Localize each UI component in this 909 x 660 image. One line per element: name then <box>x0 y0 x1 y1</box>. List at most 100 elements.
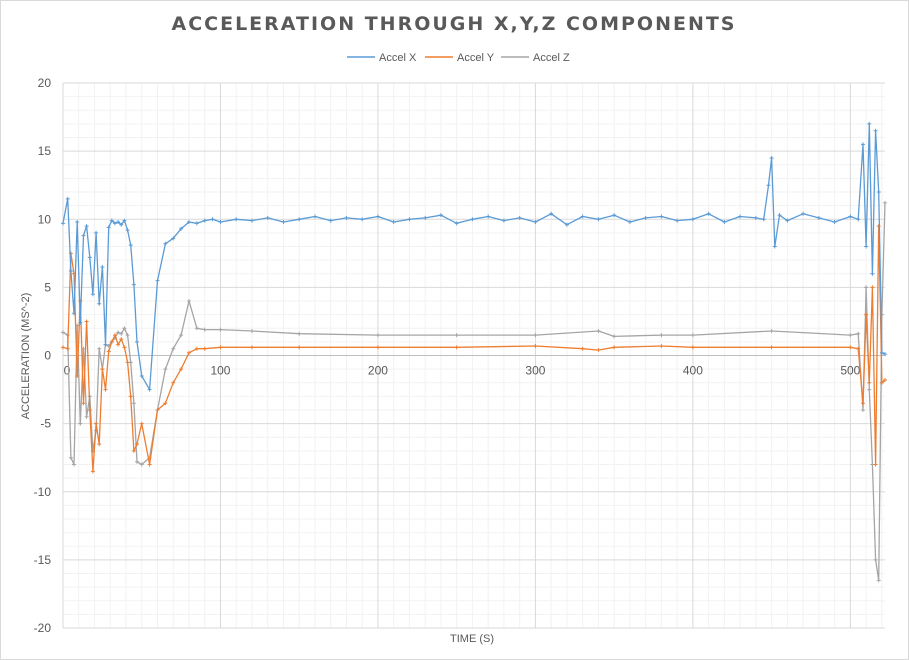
data-point-accel-x <box>297 217 302 222</box>
data-point-accel-x <box>438 213 443 218</box>
data-point-accel-x <box>375 214 380 219</box>
data-point-accel-z <box>612 334 617 339</box>
legend: Accel X Accel Y Accel Z <box>347 52 570 64</box>
data-point-accel-y <box>860 401 865 406</box>
chart-title: ACCELERATION THROUGH X,Y,Z COMPONENTS <box>172 13 737 35</box>
data-point-accel-x <box>470 217 475 222</box>
series-layer <box>61 121 887 583</box>
data-point-accel-y <box>128 394 133 399</box>
data-point-accel-x <box>131 282 136 287</box>
data-point-accel-z <box>533 333 538 338</box>
data-point-accel-x <box>486 214 491 219</box>
data-point-accel-z <box>72 462 77 467</box>
x-axis-title: TIME (S) <box>450 633 494 645</box>
legend-label-accel-y: Accel Y <box>457 52 495 64</box>
data-point-accel-x <box>454 221 459 226</box>
data-point-accel-z <box>690 333 695 338</box>
data-point-accel-y <box>135 442 140 447</box>
data-point-accel-x <box>612 213 617 218</box>
data-point-accel-x <box>864 244 869 249</box>
data-point-accel-z <box>78 421 83 426</box>
data-point-accel-x <box>234 217 239 222</box>
data-point-accel-x <box>128 243 133 248</box>
data-point-accel-x <box>423 215 428 220</box>
data-point-accel-z <box>375 333 380 338</box>
x-axis-ticks: 0 100 200 300 400 500 <box>64 364 861 378</box>
data-point-accel-x <box>103 342 108 347</box>
data-point-accel-y <box>139 421 144 426</box>
data-point-accel-x <box>186 219 191 224</box>
data-point-accel-x <box>210 217 215 222</box>
data-point-accel-z <box>202 327 207 332</box>
y-tick-label: 20 <box>38 76 52 90</box>
data-point-accel-x <box>501 218 506 223</box>
data-point-accel-x <box>171 236 176 241</box>
data-point-accel-y <box>90 469 95 474</box>
data-point-accel-y <box>163 401 168 406</box>
data-point-accel-x <box>772 244 777 249</box>
data-point-accel-x <box>194 221 199 226</box>
data-point-accel-x <box>68 269 73 274</box>
data-point-accel-x <box>125 228 130 233</box>
data-point-accel-x <box>249 218 254 223</box>
data-point-accel-x <box>147 387 152 392</box>
series-line-accel-z <box>62 202 886 581</box>
data-point-accel-y <box>848 345 853 350</box>
y-tick-label: 0 <box>44 349 51 363</box>
data-point-accel-x <box>879 350 884 355</box>
data-point-accel-z <box>883 200 887 205</box>
x-tick-label: 400 <box>683 364 703 378</box>
data-point-accel-z <box>867 387 872 392</box>
data-point-accel-x <box>106 225 111 230</box>
data-point-accel-z <box>194 326 199 331</box>
data-point-accel-x <box>580 214 585 219</box>
data-point-accel-x <box>87 255 92 260</box>
x-tick-label: 500 <box>840 364 860 378</box>
data-point-accel-x <box>119 222 124 227</box>
data-point-accel-y <box>97 442 102 447</box>
data-point-accel-y <box>171 380 176 385</box>
data-point-accel-x <box>856 217 861 222</box>
data-point-accel-x <box>78 320 83 325</box>
data-point-accel-x <box>675 218 680 223</box>
data-point-accel-z <box>179 333 184 338</box>
y-tick-label: 5 <box>44 280 51 294</box>
data-point-accel-z <box>856 331 861 336</box>
data-point-accel-y <box>147 462 152 467</box>
y-tick-label: 15 <box>38 144 52 158</box>
data-point-accel-y <box>596 348 601 353</box>
data-point-accel-z <box>848 333 853 338</box>
data-point-accel-y <box>856 346 861 351</box>
data-point-accel-x <box>328 218 333 223</box>
data-point-accel-x <box>407 217 412 222</box>
data-point-accel-x <box>627 219 632 224</box>
legend-item-accel-y: Accel Y <box>425 52 495 64</box>
data-point-accel-y <box>297 345 302 350</box>
series-line-accel-y <box>62 225 886 472</box>
data-point-accel-z <box>171 346 176 351</box>
data-point-accel-y <box>194 346 199 351</box>
y-tick-label: -5 <box>40 417 51 431</box>
data-point-accel-x <box>517 215 522 220</box>
data-point-accel-x <box>832 219 837 224</box>
data-point-accel-z <box>860 408 865 412</box>
data-point-accel-x <box>344 215 349 220</box>
data-point-accel-y <box>122 345 127 350</box>
series-line-accel-x <box>62 123 886 391</box>
data-point-accel-x <box>873 128 878 133</box>
data-point-accel-x <box>163 241 168 246</box>
data-point-accel-x <box>100 264 105 269</box>
data-point-accel-x <box>596 217 601 222</box>
data-point-accel-x <box>391 219 396 224</box>
data-point-accel-z <box>864 285 869 290</box>
data-point-accel-x <box>139 373 144 378</box>
data-point-accel-x <box>816 215 821 220</box>
data-point-accel-y <box>119 337 124 342</box>
legend-item-accel-x: Accel X <box>347 52 417 64</box>
data-point-accel-z <box>125 333 130 338</box>
data-point-accel-y <box>106 349 111 354</box>
data-point-accel-x <box>777 213 782 218</box>
data-point-accel-x <box>84 224 89 229</box>
data-point-accel-z <box>61 330 65 335</box>
